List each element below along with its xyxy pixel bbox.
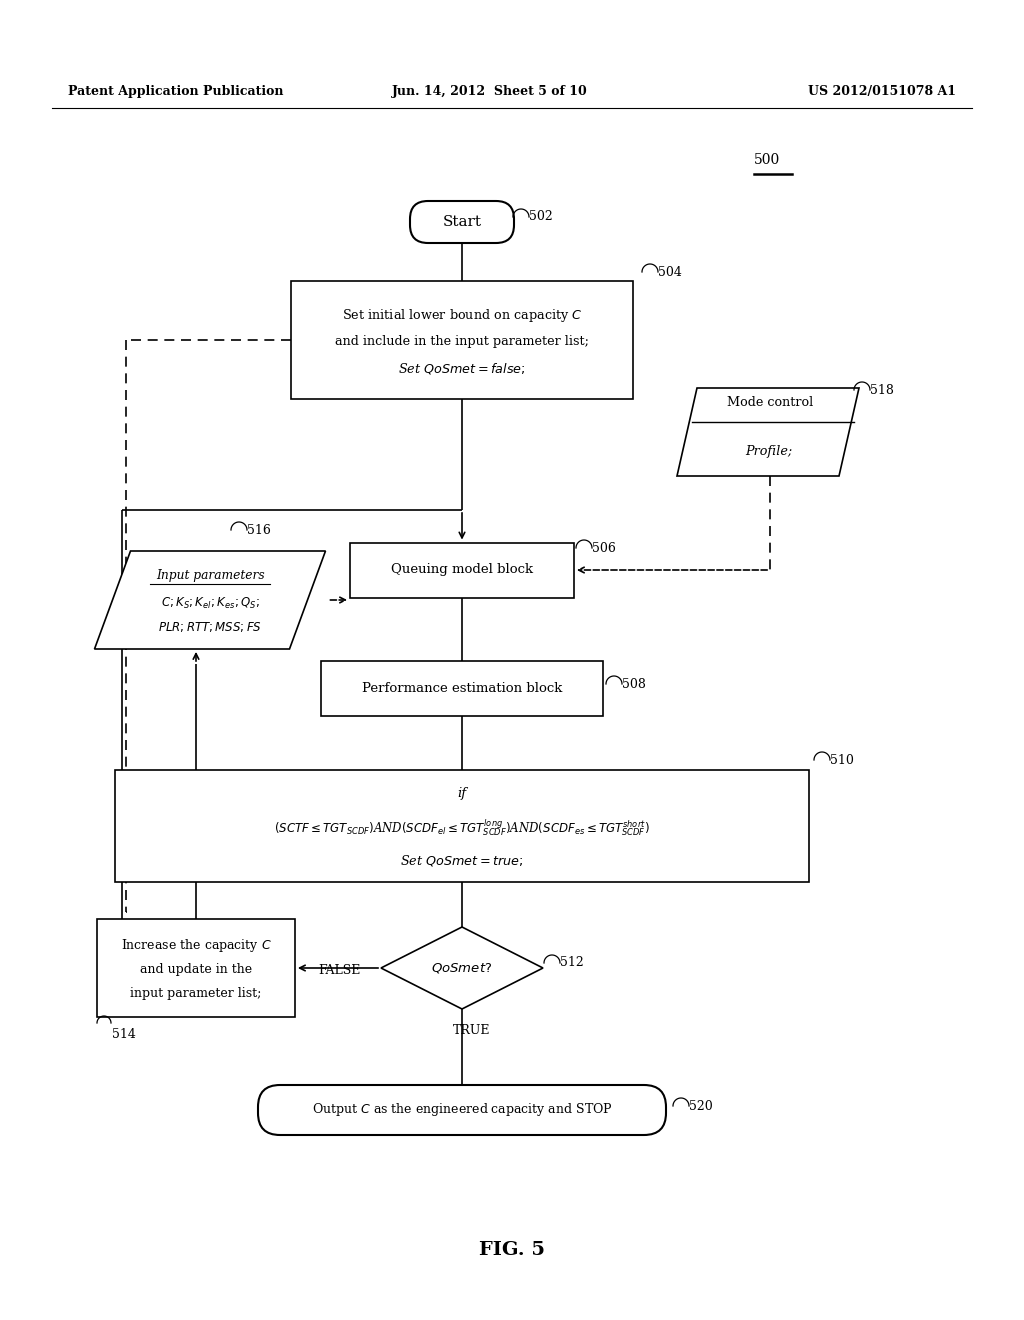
Text: 520: 520 xyxy=(689,1100,713,1113)
Text: 504: 504 xyxy=(658,265,682,279)
Text: TRUE: TRUE xyxy=(454,1024,490,1038)
Text: Mode control: Mode control xyxy=(727,396,813,408)
Text: $QoSmet?$: $QoSmet?$ xyxy=(431,961,493,975)
Text: $PLR; RTT; MSS; FS$: $PLR; RTT; MSS; FS$ xyxy=(158,620,262,634)
Text: 512: 512 xyxy=(560,957,584,969)
Text: 518: 518 xyxy=(870,384,894,396)
Text: 502: 502 xyxy=(529,210,553,223)
Text: Output $C$ as the engineered capacity and STOP: Output $C$ as the engineered capacity an… xyxy=(311,1101,612,1118)
Text: Profile;: Profile; xyxy=(745,446,793,458)
Text: 500: 500 xyxy=(754,153,780,168)
Text: 510: 510 xyxy=(830,754,854,767)
Text: if: if xyxy=(458,788,467,800)
Text: FALSE: FALSE xyxy=(317,964,360,977)
Bar xyxy=(321,660,603,715)
FancyBboxPatch shape xyxy=(258,1085,666,1135)
Text: Patent Application Publication: Patent Application Publication xyxy=(68,86,284,99)
Text: Jun. 14, 2012  Sheet 5 of 10: Jun. 14, 2012 Sheet 5 of 10 xyxy=(392,86,588,99)
Text: Input parameters: Input parameters xyxy=(156,569,264,582)
Text: 508: 508 xyxy=(622,677,646,690)
Bar xyxy=(291,281,633,399)
Text: $C; K_S; K_{el}; K_{es}; Q_S;$: $C; K_S; K_{el}; K_{es}; Q_S;$ xyxy=(161,595,259,611)
Text: FIG. 5: FIG. 5 xyxy=(479,1241,545,1259)
Text: Performance estimation block: Performance estimation block xyxy=(361,681,562,694)
Text: input parameter list;: input parameter list; xyxy=(130,987,262,1001)
Text: Queuing model block: Queuing model block xyxy=(391,564,534,577)
Text: US 2012/0151078 A1: US 2012/0151078 A1 xyxy=(808,86,956,99)
Text: Set $QoSmet = false;$: Set $QoSmet = false;$ xyxy=(398,360,525,375)
Text: and include in the input parameter list;: and include in the input parameter list; xyxy=(335,335,589,348)
Text: 516: 516 xyxy=(247,524,271,536)
Bar xyxy=(350,543,574,598)
Polygon shape xyxy=(677,388,859,477)
Text: Start: Start xyxy=(442,215,481,228)
Text: $(SCTF \leq TGT_{SCDF})$AND$(SCDF_{el} \leq TGT^{long}_{SCDF})$AND$(SCDF_{es} \l: $(SCTF \leq TGT_{SCDF})$AND$(SCDF_{el} \… xyxy=(274,817,650,838)
FancyBboxPatch shape xyxy=(410,201,514,243)
Text: Set initial lower bound on capacity $C$: Set initial lower bound on capacity $C$ xyxy=(342,308,583,325)
Polygon shape xyxy=(381,927,543,1008)
Polygon shape xyxy=(94,550,326,649)
Text: 506: 506 xyxy=(592,541,615,554)
Text: Increase the capacity $C$: Increase the capacity $C$ xyxy=(121,937,271,954)
Text: and update in the: and update in the xyxy=(140,964,252,977)
Text: 514: 514 xyxy=(112,1027,136,1040)
Text: Set $QoSmet = true;$: Set $QoSmet = true;$ xyxy=(400,853,523,867)
Bar xyxy=(115,770,809,882)
Bar xyxy=(97,919,295,1016)
